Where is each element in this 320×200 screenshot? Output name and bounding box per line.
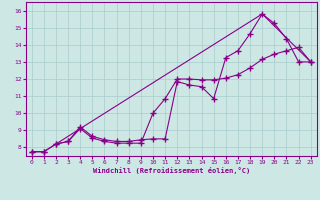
X-axis label: Windchill (Refroidissement éolien,°C): Windchill (Refroidissement éolien,°C) [92,167,250,174]
